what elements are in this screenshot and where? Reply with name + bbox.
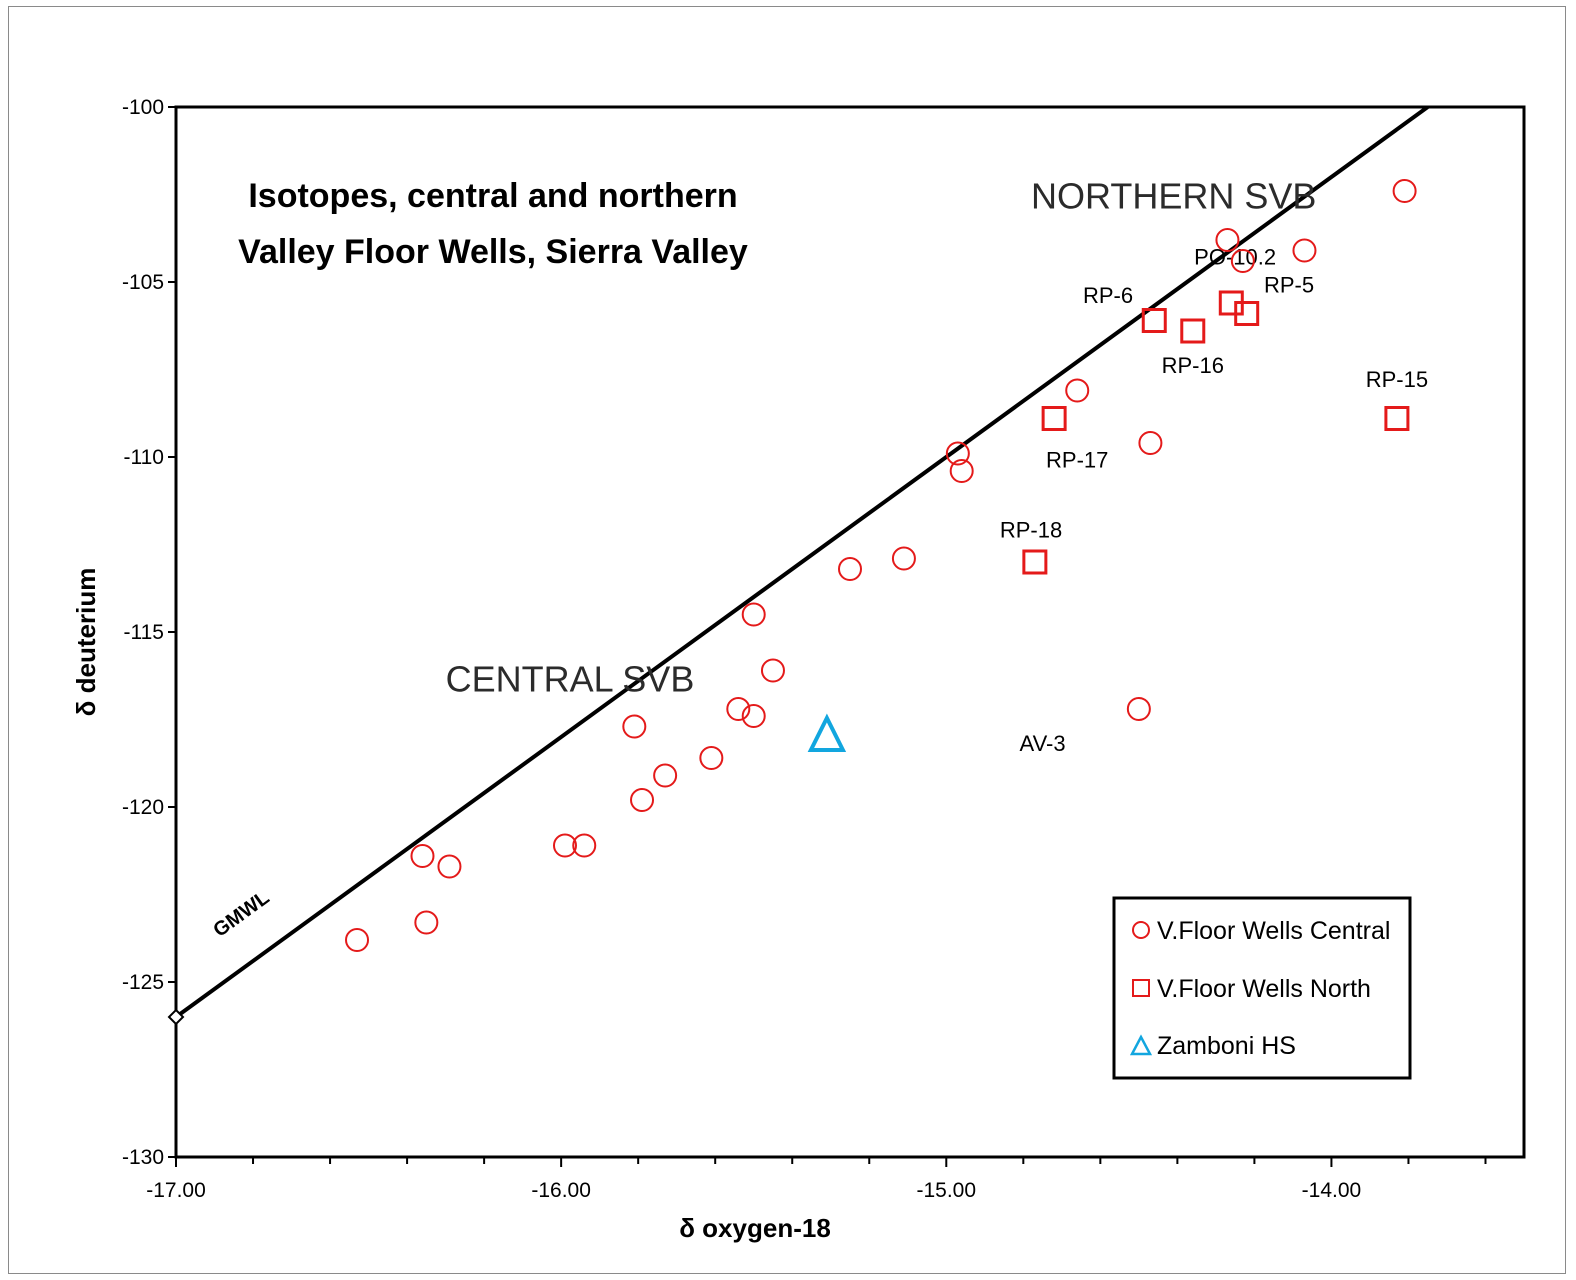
zamboni-hs-point: [807, 713, 847, 752]
north-well-point: [1041, 406, 1067, 431]
central-well-point: [760, 658, 785, 683]
gmwl-line: [176, 107, 1429, 1019]
central-well-point: [699, 746, 724, 770]
gmwl-origin-marker: [167, 1008, 185, 1026]
y-tick-label: -115: [124, 621, 164, 644]
legend-triangle-marker: [1129, 1034, 1153, 1056]
central-well-point: [622, 714, 647, 739]
x-axis-label: δ oxygen-18: [679, 1213, 831, 1243]
central-well-point: [1230, 249, 1255, 273]
y-axis-label: δ deuterium: [71, 568, 101, 717]
point-label: AV-3: [1020, 731, 1066, 756]
central-well-point: [572, 833, 597, 858]
legend-label-central: V.Floor Wells Central: [1157, 917, 1390, 945]
north-well-point: [1234, 301, 1260, 326]
x-tick-label: -17.00: [146, 1179, 206, 1202]
legend: V.Floor Wells Central V.Floor Wells Nort…: [1112, 896, 1412, 1080]
point-label: RP-18: [1000, 518, 1062, 543]
x-tick-label: -14.00: [1302, 1179, 1362, 1202]
north-well-point: [1022, 549, 1048, 575]
legend-label-zamboni: Zamboni HS: [1157, 1032, 1296, 1060]
y-tick-label: -130: [122, 1146, 164, 1169]
legend-label-north: V.Floor Wells North: [1157, 975, 1371, 1003]
north-well-point: [1180, 318, 1206, 344]
region-label: CENTRAL SVB: [446, 659, 695, 700]
chart-frame: Isotopes, central and northern Valley Fl…: [8, 6, 1566, 1274]
point-label: RP-6: [1083, 283, 1133, 308]
central-well-point: [891, 546, 916, 571]
central-well-point: [945, 441, 970, 466]
legend-circle-marker: [1132, 921, 1150, 939]
point-label: RP-16: [1162, 353, 1224, 378]
legend-box: [1112, 896, 1412, 1080]
legend-square-marker: [1132, 979, 1150, 997]
central-well-point: [1392, 179, 1417, 203]
central-well-point: [1215, 228, 1240, 252]
central-well-point: [1126, 697, 1151, 721]
point-label: RP-5: [1264, 273, 1314, 298]
central-well-point: [1138, 431, 1163, 455]
north-well-point: [1141, 308, 1167, 333]
chart-title-line-1: Isotopes, central and northern: [248, 177, 737, 215]
y-tick-label: -120: [122, 796, 164, 819]
x-tick-label: -15.00: [917, 1179, 977, 1202]
gmwl-label: GMWL: [209, 887, 273, 942]
central-well-point: [741, 602, 766, 627]
y-tick-label: -110: [124, 446, 164, 469]
central-well-point: [1065, 378, 1090, 403]
central-well-point: [630, 788, 655, 812]
central-well-point: [437, 854, 462, 879]
central-well-point: [552, 833, 577, 858]
central-well-point: [726, 697, 751, 721]
central-well-point: [345, 928, 370, 952]
central-well-point: [1292, 238, 1317, 263]
point-label: RP-17: [1046, 448, 1108, 473]
central-well-point: [949, 459, 974, 483]
central-well-point: [410, 844, 435, 868]
central-well-point: [838, 557, 862, 581]
chart-title-line-2: Valley Floor Wells, Sierra Valley: [238, 233, 748, 271]
central-well-point: [741, 704, 766, 728]
y-tick-label: -125: [122, 971, 164, 994]
central-well-point: [653, 763, 678, 788]
y-tick-label: -105: [122, 271, 164, 294]
north-well-point: [1384, 406, 1410, 431]
x-tick-label: -16.00: [531, 1179, 591, 1202]
y-tick-label: -100: [122, 96, 164, 119]
point-label: RP-15: [1366, 367, 1428, 392]
central-well-point: [414, 910, 439, 935]
gmwl-layer: [176, 107, 1429, 1019]
region-label: NORTHERN SVB: [1031, 176, 1316, 217]
isotope-scatter-chart: Isotopes, central and northern Valley Fl…: [71, 96, 1526, 1243]
